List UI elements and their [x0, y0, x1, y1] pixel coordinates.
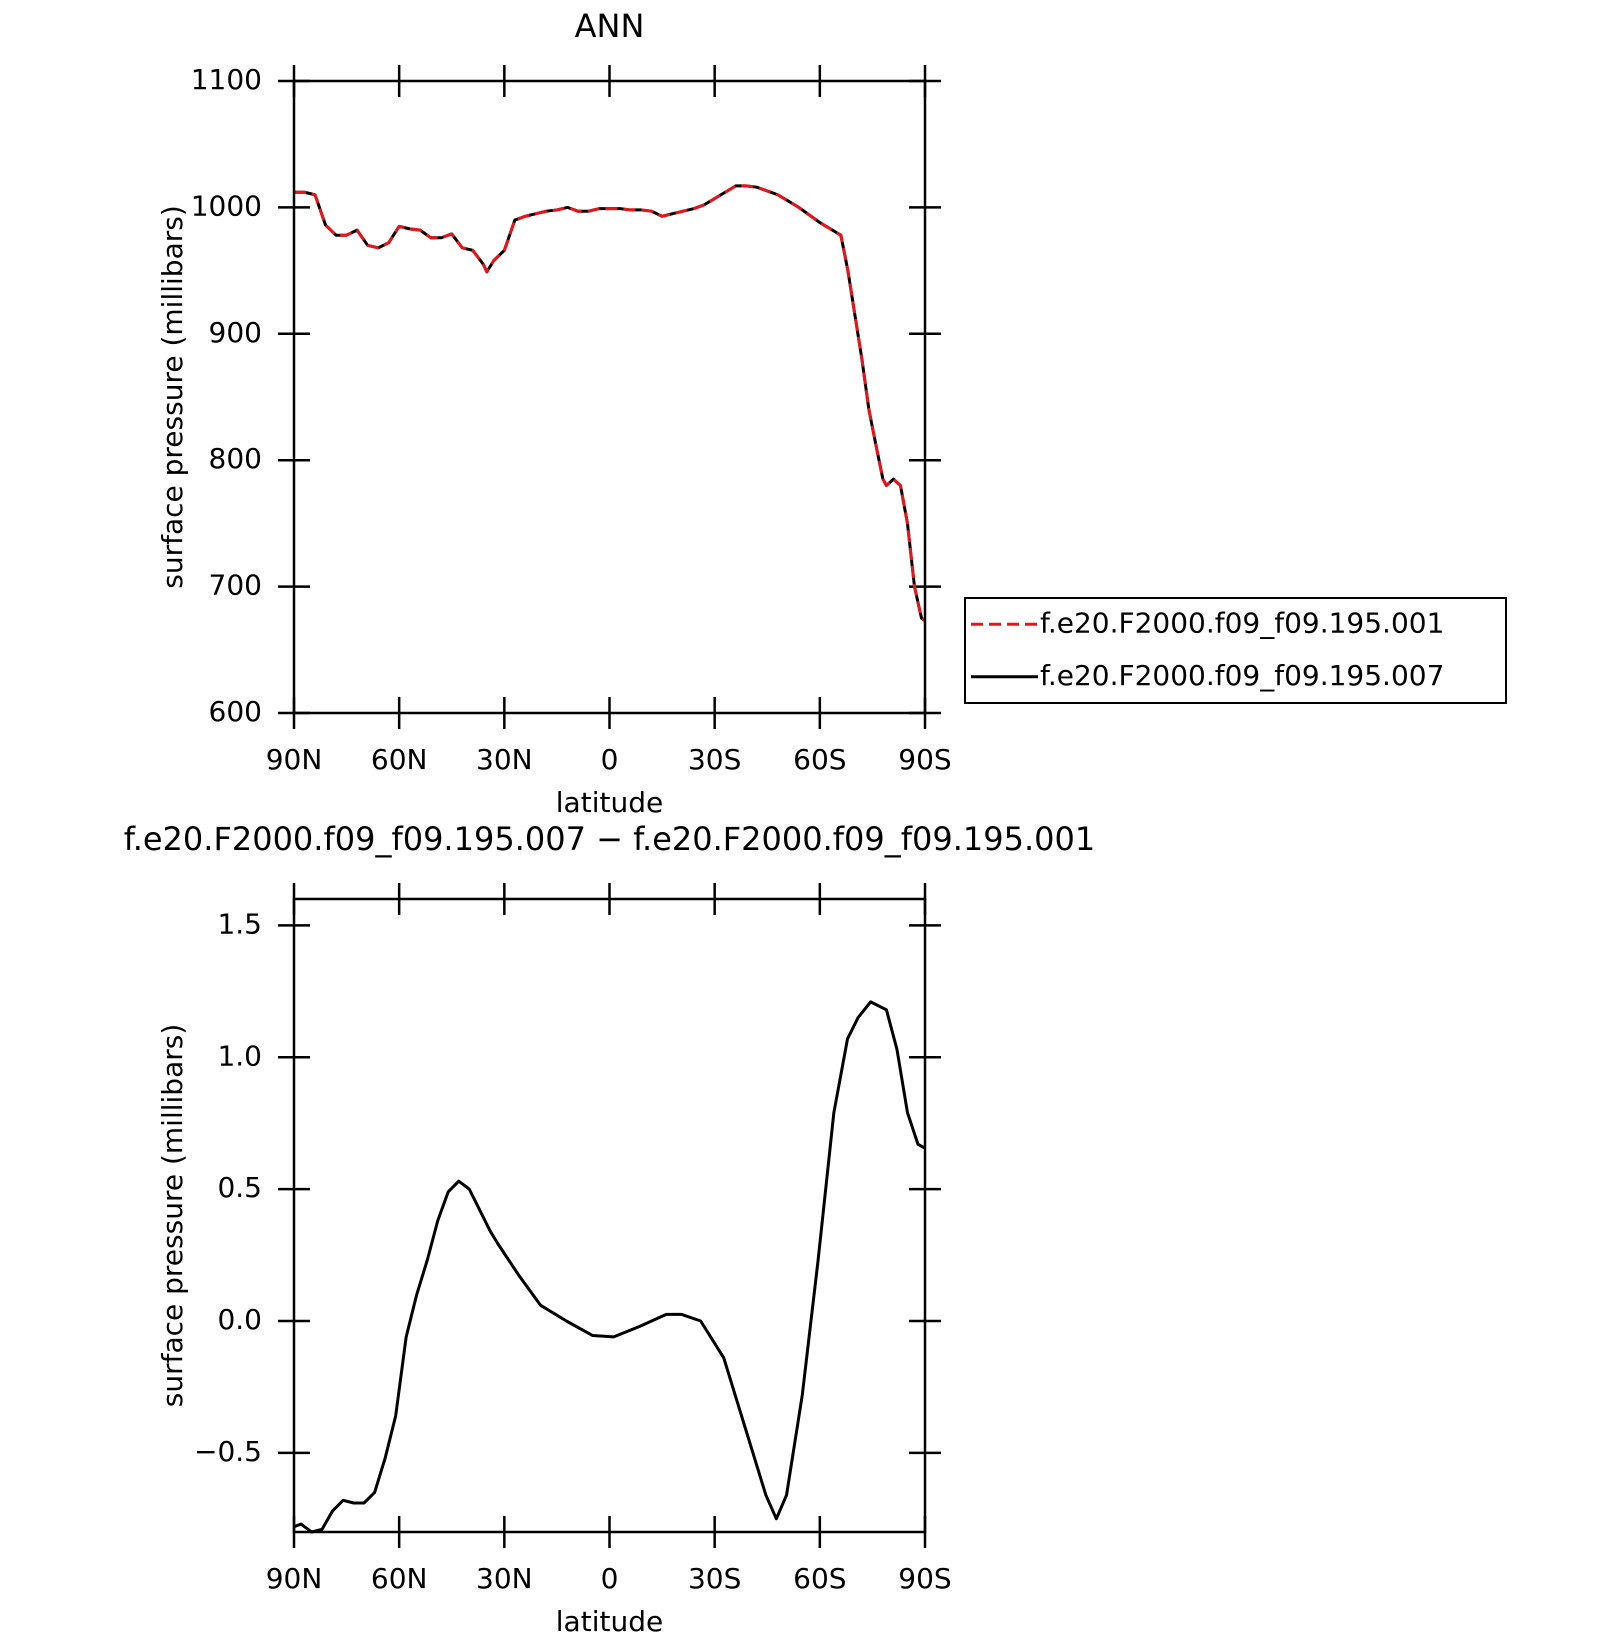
x-tick-label: 30S	[688, 1562, 741, 1595]
y-axis-label: surface pressure (millibars)	[156, 1024, 189, 1408]
y-tick-label: 700	[209, 569, 262, 602]
x-tick-label: 30N	[476, 1562, 533, 1595]
plot-frame	[292, 79, 927, 715]
x-tick-label: 90S	[898, 743, 951, 776]
series-line	[293, 1000, 926, 1534]
legend-label: f.e20.F2000.f09_f09.195.001	[1040, 606, 1444, 639]
y-tick-label: 1000	[191, 189, 262, 222]
y-tick-label: 1.5	[217, 907, 262, 940]
x-axis-label: latitude	[556, 786, 663, 819]
x-tick-label: 60S	[793, 1562, 846, 1595]
series-line	[294, 184, 926, 622]
legend-label: f.e20.F2000.f09_f09.195.007	[1040, 659, 1444, 692]
chart-title: f.e20.F2000.f09_f09.195.007 − f.e20.F200…	[124, 820, 1096, 858]
chart-title: ANN	[575, 7, 645, 45]
x-tick-label: 30S	[688, 743, 741, 776]
x-tick-label: 0	[601, 1562, 619, 1595]
y-axis-label: surface pressure (millibars)	[156, 205, 189, 589]
x-tick-label: 30N	[476, 743, 533, 776]
x-tick-label: 90S	[898, 1562, 951, 1595]
y-tick-label: 900	[209, 316, 262, 349]
x-tick-label: 0	[601, 743, 619, 776]
x-tick-label: 90N	[266, 1562, 323, 1595]
plot-frame	[292, 897, 927, 1534]
y-tick-label: −0.5	[194, 1435, 262, 1468]
y-tick-label: 600	[209, 695, 262, 728]
y-tick-label: 1.0	[217, 1039, 262, 1072]
x-tick-label: 60N	[371, 1562, 428, 1595]
legend-box	[964, 597, 1507, 704]
x-tick-label: 60N	[371, 743, 428, 776]
x-axis-label: latitude	[556, 1605, 663, 1635]
y-tick-label: 1100	[191, 63, 262, 96]
x-tick-label: 60S	[793, 743, 846, 776]
x-tick-label: 90N	[266, 743, 323, 776]
y-tick-label: 0.5	[217, 1171, 262, 1204]
series-line	[294, 184, 926, 622]
y-tick-label: 0.0	[217, 1303, 262, 1336]
y-tick-label: 800	[209, 442, 262, 475]
